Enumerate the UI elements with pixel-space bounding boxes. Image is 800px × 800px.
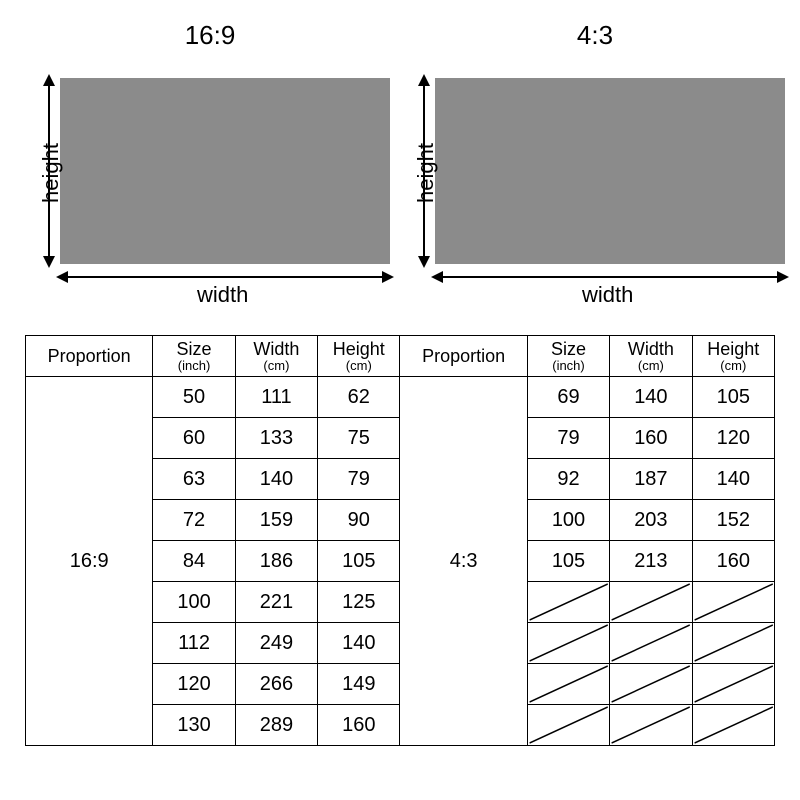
th-proportion-left-main: Proportion (48, 346, 131, 366)
th-width-right-main: Width (628, 339, 674, 359)
cell-right-height (692, 623, 774, 664)
arrowhead-down-1 (418, 256, 430, 268)
cell-right-width (610, 582, 692, 623)
th-size-left-main: Size (177, 339, 212, 359)
arrowhead-up-0 (43, 74, 55, 86)
cell-right-height (692, 664, 774, 705)
cell-right-size (527, 582, 609, 623)
th-width-right-unit: (cm) (610, 359, 691, 373)
cell-left-size: 130 (153, 705, 235, 746)
th-proportion-right-main: Proportion (422, 346, 505, 366)
aspect-rect-0 (60, 78, 390, 264)
cell-right-height (692, 582, 774, 623)
size-table: ProportionSize(inch)Width(cm)Height(cm)P… (25, 335, 775, 746)
th-size-left: Size(inch) (153, 336, 235, 377)
cell-left-size: 63 (153, 459, 235, 500)
th-size-left-unit: (inch) (153, 359, 234, 373)
cell-left-width: 221 (235, 582, 317, 623)
th-proportion-right: Proportion (400, 336, 527, 377)
th-size-right-unit: (inch) (528, 359, 609, 373)
cell-right-height: 160 (692, 541, 774, 582)
arrowhead-down-0 (43, 256, 55, 268)
width-label-1: width (582, 282, 633, 308)
cell-left-width: 133 (235, 418, 317, 459)
cell-left-width: 140 (235, 459, 317, 500)
th-width-right: Width(cm) (610, 336, 692, 377)
aspect-rect-1 (435, 78, 785, 264)
cell-left-height: 125 (318, 582, 400, 623)
arrowhead-right-1 (777, 271, 789, 283)
cell-right-width (610, 623, 692, 664)
cell-right-width (610, 664, 692, 705)
cell-right-size (527, 664, 609, 705)
height-label-1: height (413, 143, 439, 203)
cell-left-width: 249 (235, 623, 317, 664)
cell-left-height: 140 (318, 623, 400, 664)
th-height-right-main: Height (707, 339, 759, 359)
cell-left-height: 79 (318, 459, 400, 500)
cell-right-width: 160 (610, 418, 692, 459)
th-width-left-main: Width (253, 339, 299, 359)
cell-right-width: 187 (610, 459, 692, 500)
arrowhead-right-0 (382, 271, 394, 283)
cell-right-height: 120 (692, 418, 774, 459)
cell-left-size: 72 (153, 500, 235, 541)
cell-left-size: 60 (153, 418, 235, 459)
cell-left-width: 111 (235, 377, 317, 418)
cell-left-size: 50 (153, 377, 235, 418)
th-width-left: Width(cm) (235, 336, 317, 377)
cell-left-height: 90 (318, 500, 400, 541)
cell-right-size: 69 (527, 377, 609, 418)
cell-right-size (527, 705, 609, 746)
cell-left-size: 84 (153, 541, 235, 582)
cell-right-width: 203 (610, 500, 692, 541)
cell-left-height: 105 (318, 541, 400, 582)
cell-left-height: 149 (318, 664, 400, 705)
th-height-left-main: Height (333, 339, 385, 359)
th-size-right-main: Size (551, 339, 586, 359)
cell-left-height: 62 (318, 377, 400, 418)
cell-left-width: 289 (235, 705, 317, 746)
th-proportion-left: Proportion (26, 336, 153, 377)
cell-right-height: 140 (692, 459, 774, 500)
cell-right-size: 79 (527, 418, 609, 459)
cell-left-width: 266 (235, 664, 317, 705)
th-width-left-unit: (cm) (236, 359, 317, 373)
arrowhead-left-0 (56, 271, 68, 283)
cell-left-size: 120 (153, 664, 235, 705)
cell-left-size: 112 (153, 623, 235, 664)
cell-right-width: 140 (610, 377, 692, 418)
cell-right-size (527, 623, 609, 664)
cell-right-height: 152 (692, 500, 774, 541)
cell-right-size: 92 (527, 459, 609, 500)
table-row: 16:950111624:369140105 (26, 377, 775, 418)
width-arrow-1 (441, 276, 779, 278)
th-height-left-unit: (cm) (318, 359, 399, 373)
th-height-right-unit: (cm) (693, 359, 774, 373)
th-height-right: Height(cm) (692, 336, 774, 377)
th-size-right: Size(inch) (527, 336, 609, 377)
arrowhead-left-1 (431, 271, 443, 283)
cell-left-width: 159 (235, 500, 317, 541)
cell-right-size: 105 (527, 541, 609, 582)
cell-left-width: 186 (235, 541, 317, 582)
cell-right-width: 213 (610, 541, 692, 582)
width-label-0: width (197, 282, 248, 308)
proportion-cell-left: 16:9 (26, 377, 153, 746)
ratio-title-0: 16:9 (30, 20, 390, 51)
height-label-0: height (38, 143, 64, 203)
cell-right-height: 105 (692, 377, 774, 418)
ratio-title-1: 4:3 (405, 20, 785, 51)
proportion-cell-right: 4:3 (400, 377, 527, 746)
cell-right-size: 100 (527, 500, 609, 541)
cell-right-width (610, 705, 692, 746)
cell-right-height (692, 705, 774, 746)
width-arrow-0 (66, 276, 384, 278)
cell-left-height: 75 (318, 418, 400, 459)
cell-left-size: 100 (153, 582, 235, 623)
cell-left-height: 160 (318, 705, 400, 746)
th-height-left: Height(cm) (318, 336, 400, 377)
arrowhead-up-1 (418, 74, 430, 86)
